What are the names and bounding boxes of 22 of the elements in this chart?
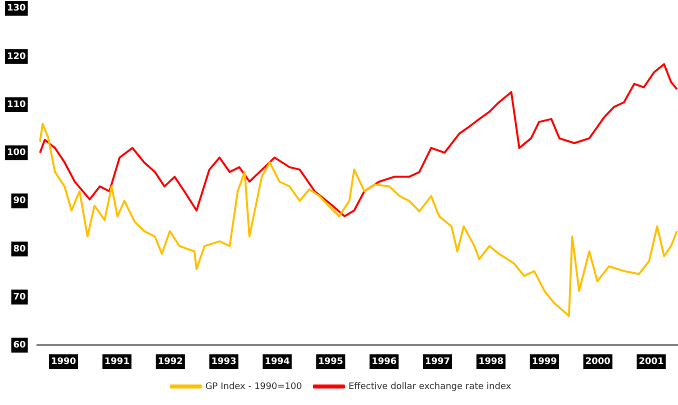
x-tick-label: 1993 [211, 356, 236, 367]
x-tick-label: 1998 [478, 356, 504, 367]
y-tick-label: 70 [13, 292, 26, 302]
x-tick-label: 2001 [638, 356, 664, 367]
x-tick-label: 1997 [425, 356, 450, 367]
y-tick-label: 110 [6, 100, 26, 110]
y-tick-label: 130 [6, 4, 26, 14]
y-tick-label: 60 [13, 340, 26, 351]
x-tick-label: 1994 [264, 356, 290, 367]
y-tick-label: 80 [13, 244, 26, 254]
y-tick-label: 120 [6, 52, 26, 62]
x-tick-label: 1991 [104, 356, 130, 367]
x-tick-label: 2000 [585, 356, 610, 367]
x-tick-label: 1990 [50, 356, 76, 367]
x-tick-label: 1996 [372, 356, 397, 367]
legend-label: Effective dollar exchange rate index [348, 382, 512, 392]
x-tick-label: 1995 [318, 356, 344, 367]
x-tick-label: 1999 [532, 356, 557, 367]
legend-label: GP Index - 1990=100 [205, 382, 302, 392]
y-tick-label: 100 [6, 148, 26, 158]
y-tick-label: 90 [13, 196, 26, 206]
x-tick-label: 1992 [158, 356, 183, 367]
